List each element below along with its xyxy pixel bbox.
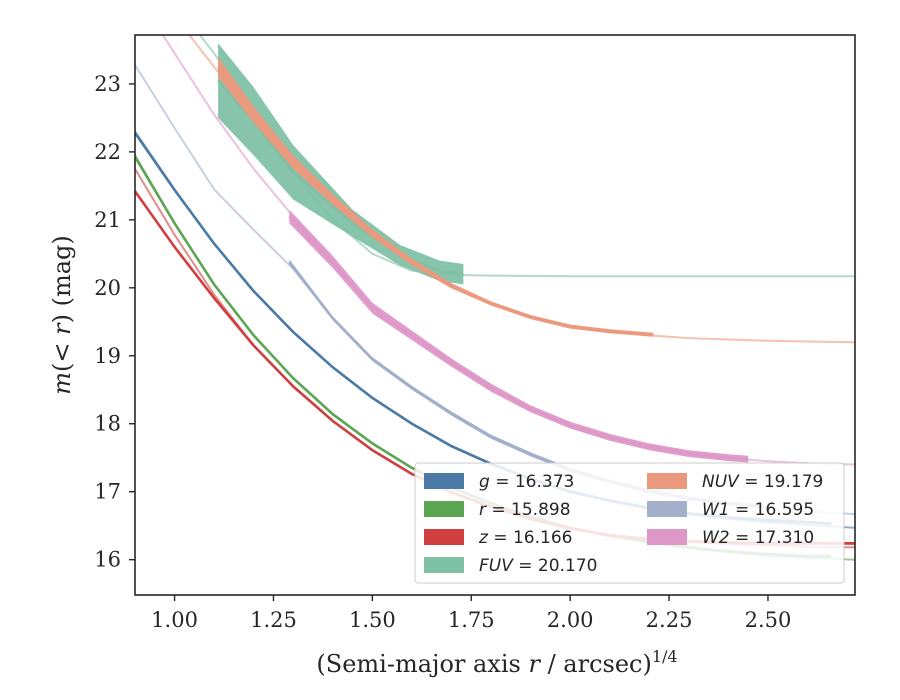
- y-tick-label: 21: [94, 208, 121, 232]
- legend-swatch-z: [424, 529, 464, 545]
- legend-label-r: r = 15.898: [479, 500, 571, 520]
- y-tick-label: 17: [94, 480, 121, 504]
- observed-line-W2: [288, 215, 749, 461]
- legend-swatch-W1: [647, 501, 687, 517]
- legend-frame: [414, 462, 845, 584]
- legend-label-z: z = 16.166: [478, 528, 572, 548]
- y-tick-label: 19: [94, 344, 121, 368]
- x-tick-label: 1.50: [349, 608, 396, 632]
- y-tick-label: 23: [94, 72, 121, 96]
- observed-line-NUV: [217, 66, 654, 336]
- legend: g = 16.373 r = 15.898 z = 16.166 FUV = 20.1…: [414, 462, 845, 584]
- legend-label-W2: W2 = 17.310: [702, 528, 814, 548]
- legend-swatch-NUV: [647, 473, 687, 489]
- legend-swatch-g: [424, 473, 464, 489]
- y-axis-ticks: 16 17 18 19 20 21 22 23: [94, 72, 135, 572]
- y-tick-label: 22: [94, 140, 121, 164]
- x-tick-label: 1.75: [448, 608, 495, 632]
- legend-swatch-FUV: [424, 557, 464, 573]
- x-tick-label: 2.50: [745, 608, 792, 632]
- y-axis-label: m(< r) (mag): [48, 235, 76, 395]
- legend-swatch-W2: [647, 529, 687, 545]
- y-tick-label: 18: [94, 412, 121, 436]
- x-tick-label: 1.00: [151, 608, 198, 632]
- y-tick-label: 16: [94, 548, 121, 572]
- x-tick-label: 1.25: [250, 608, 297, 632]
- y-tick-label: 20: [94, 276, 121, 300]
- plot-frame: [134, 34, 856, 596]
- legend-label-g: g = 16.373: [479, 472, 574, 492]
- legend-label-W1: W1 = 16.595: [702, 500, 814, 520]
- x-tick-label: 2.00: [547, 608, 594, 632]
- x-axis-label: (Semi-major axis r / arcsec)1/4: [316, 647, 677, 678]
- legend-swatch-r: [424, 501, 464, 517]
- x-tick-label: 2.25: [646, 608, 693, 632]
- x-axis-ticks: 1.00 1.25 1.50 1.75 2.00 2.25 2.50: [151, 595, 791, 632]
- legend-label-FUV: FUV = 20.170: [479, 556, 597, 576]
- legend-label-NUV: NUV = 19.179: [702, 472, 823, 492]
- observed-band-FUV: [218, 43, 464, 285]
